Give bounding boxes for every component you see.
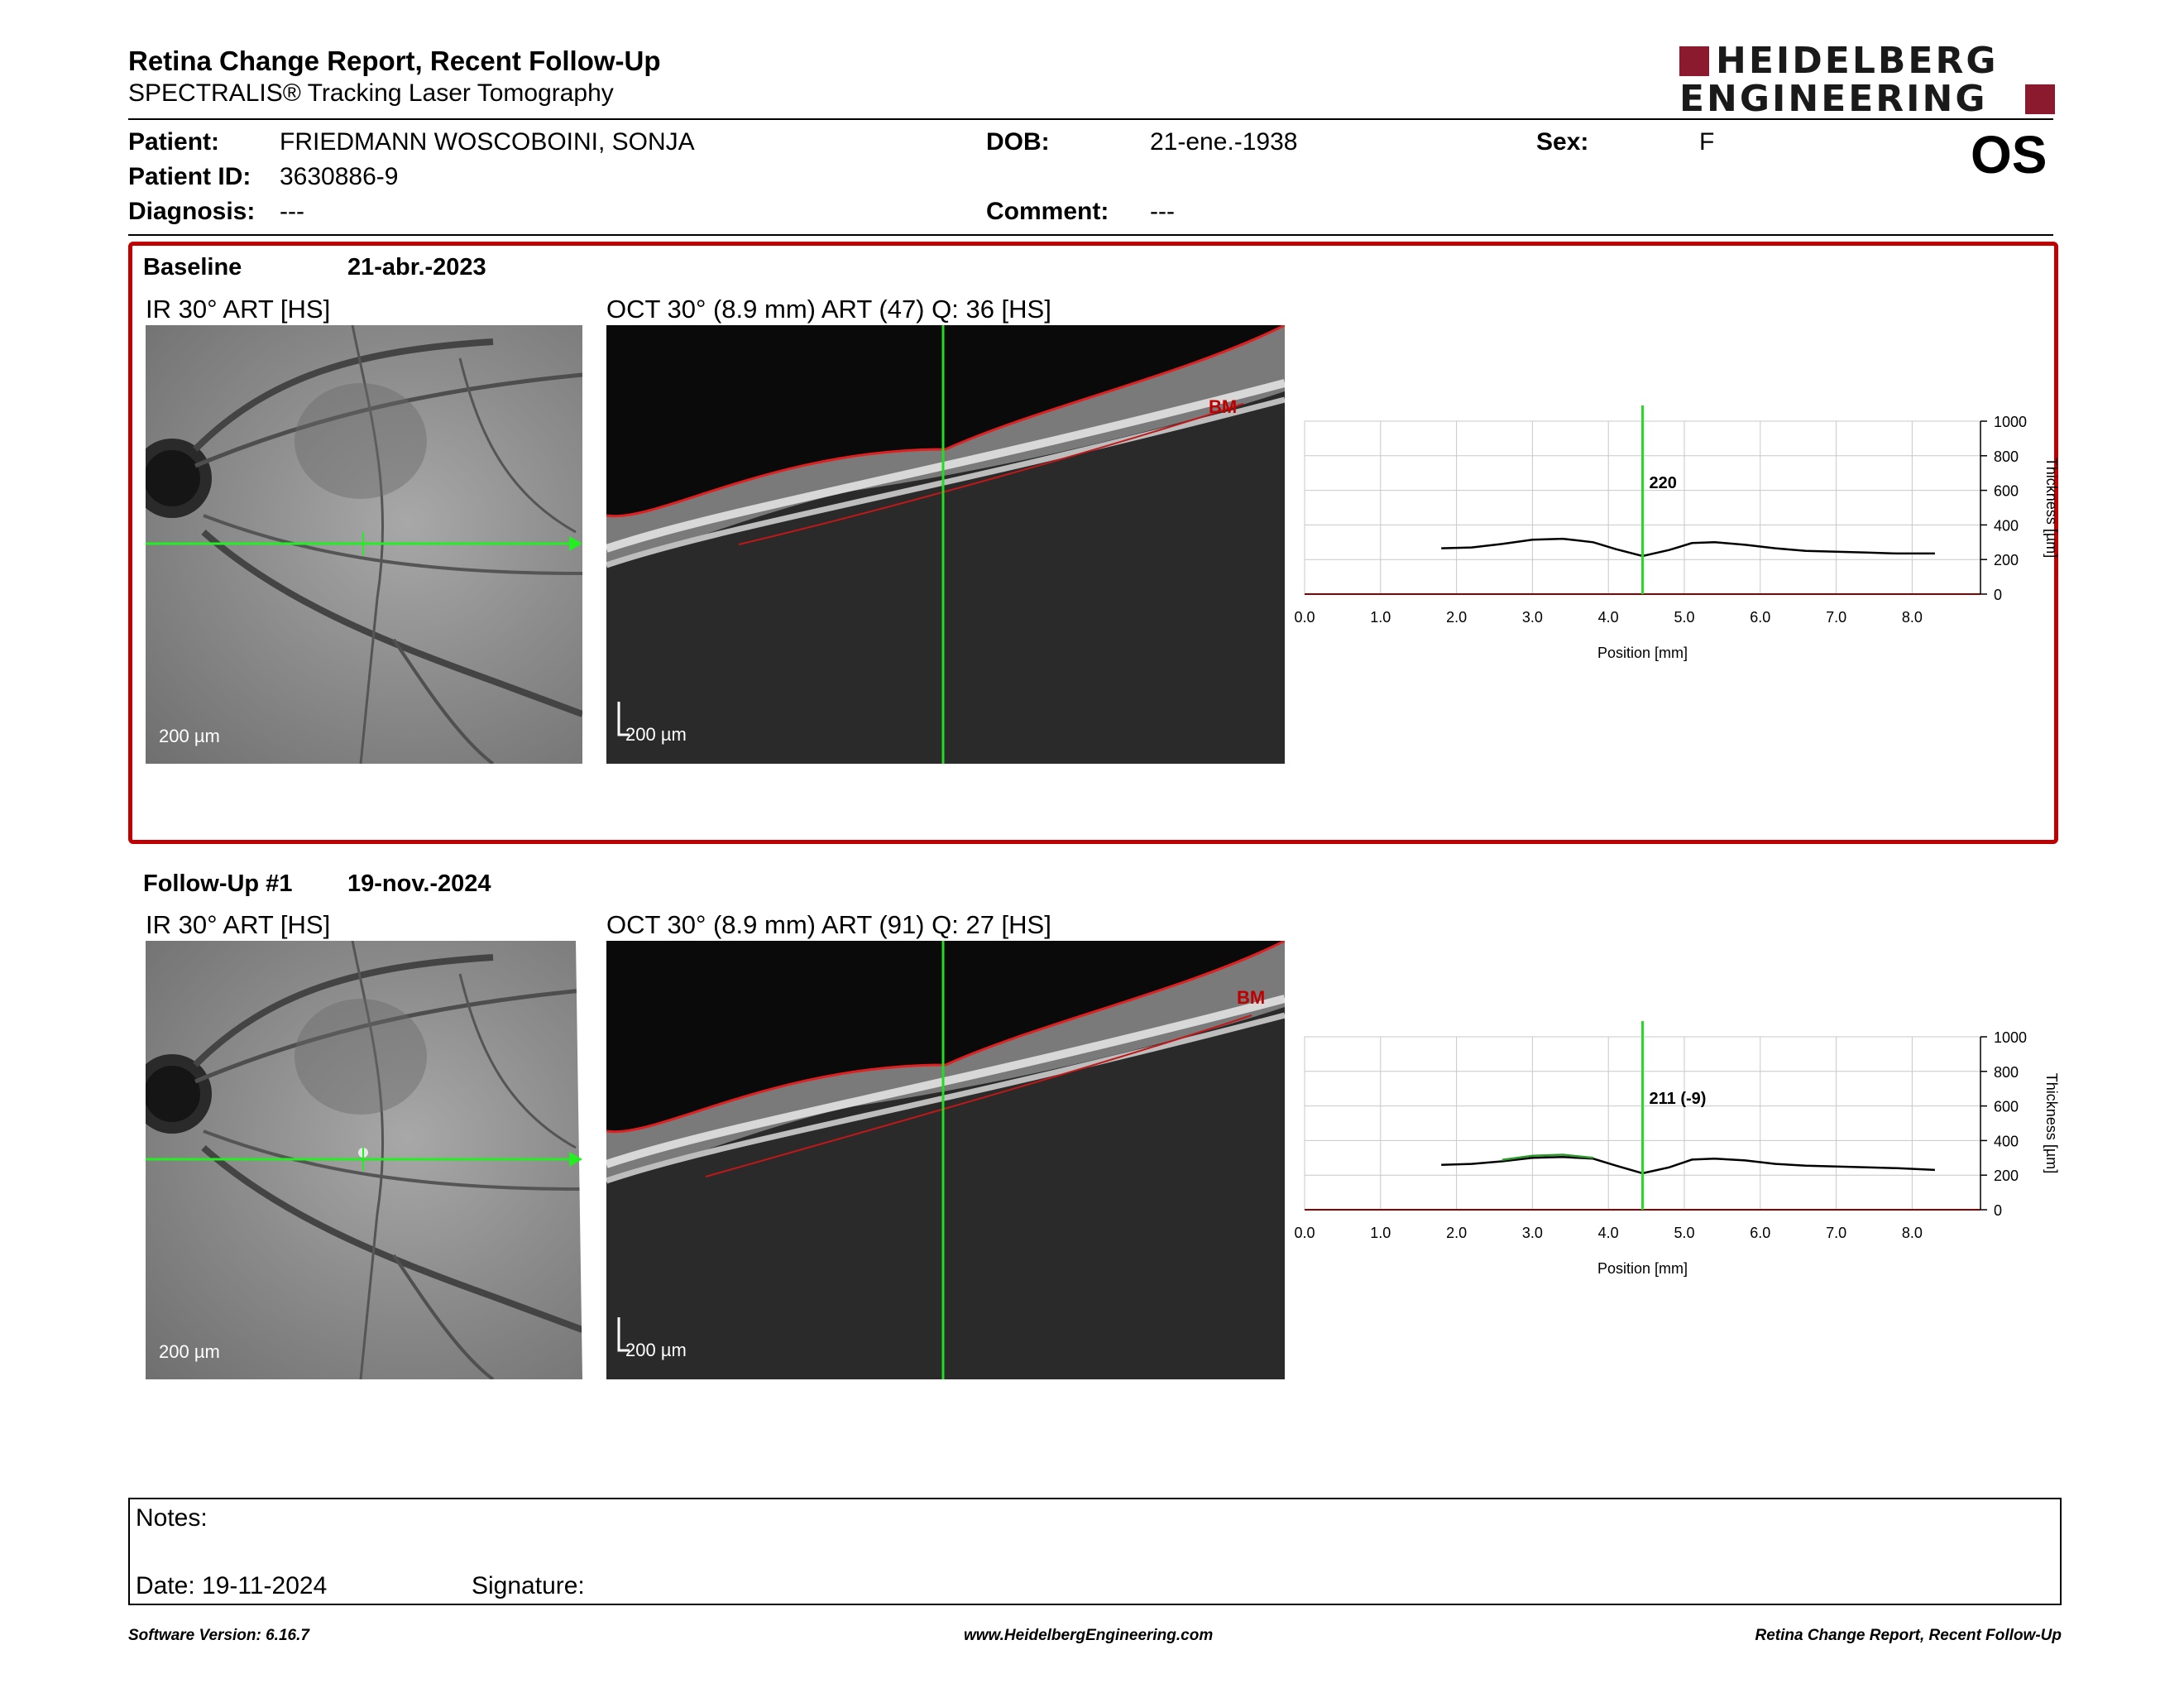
thickness-chart-svg: 0 200 400 600 800 1000 0.0 1.0 2.0 3.0 4.0 5.0 6.0 7.… xyxy=(1294,405,2060,661)
y-tick-label: 0 xyxy=(1994,1202,2002,1219)
thickness-series-line xyxy=(1441,1156,1935,1175)
x-tick-label: 6.0 xyxy=(1750,609,1770,626)
comment-label: Comment: xyxy=(986,198,1109,225)
notes-box: Notes: Date: 19-11-2024 Signature: xyxy=(128,1498,2062,1605)
followup-oct-bscan-image: BM 200 µm xyxy=(606,941,1285,1379)
x-tick-label: 7.0 xyxy=(1826,609,1846,626)
patient-id: 3630886-9 xyxy=(280,163,399,190)
comment-value: --- xyxy=(1150,198,1175,225)
y-tick-label: 1000 xyxy=(1994,414,2027,430)
x-tick-label: 0.0 xyxy=(1294,1225,1315,1241)
y-axis-label: Thickness [µm] xyxy=(2043,1073,2060,1173)
baseline-ir-fundus-image: 200 µm xyxy=(146,325,582,764)
notes-label: Notes: xyxy=(136,1504,208,1532)
followup-bm-label: BM xyxy=(1237,987,1266,1008)
followup-name: Follow-Up #1 xyxy=(143,870,293,897)
logo-square-bottom xyxy=(2025,84,2055,114)
dob-value: 21-ene.-1938 xyxy=(1150,128,1298,156)
followup-ir-title: IR 30° ART [HS] xyxy=(146,910,331,939)
x-tick-label: 4.0 xyxy=(1598,1225,1619,1241)
sex-value: F xyxy=(1699,128,1715,156)
dob-label: DOB: xyxy=(986,128,1050,156)
y-tick-label: 400 xyxy=(1994,517,2019,534)
x-tick-label: 2.0 xyxy=(1446,1225,1467,1241)
x-tick-label: 7.0 xyxy=(1826,1225,1846,1241)
heidelberg-logo: HEIDELBERG ENGINEERING xyxy=(1679,43,2056,119)
report-title: Retina Change Report, Recent Follow-Up xyxy=(128,46,661,76)
x-axis-label: Position [mm] xyxy=(1597,645,1688,661)
eye-indicator: OS xyxy=(1971,125,2048,185)
followup-ir-scale: 200 µm xyxy=(159,1341,220,1362)
baseline-thickness-chart: 0 200 400 600 800 1000 0.0 1.0 2.0 3.0 4.0 5.0 6.0 7.… xyxy=(1291,405,2076,661)
baseline-oct-scale: 200 µm xyxy=(625,724,687,745)
x-tick-label: 1.0 xyxy=(1370,1225,1391,1241)
patient-divider xyxy=(128,234,2053,236)
cursor-value-label: 211 (-9) xyxy=(1650,1090,1707,1108)
y-tick-label: 400 xyxy=(1994,1133,2019,1149)
y-tick-label: 200 xyxy=(1994,552,2019,568)
y-tick-label: 1000 xyxy=(1994,1029,2027,1046)
logo-line-2: ENGINEERING xyxy=(1679,78,1988,120)
patient-id-label: Patient ID: xyxy=(128,163,251,190)
y-tick-label: 600 xyxy=(1994,1099,2019,1115)
y-tick-label: 800 xyxy=(1994,1064,2019,1081)
baseline-ir-scale: 200 µm xyxy=(159,726,220,746)
baseline-bm-label: BM xyxy=(1209,396,1238,417)
x-tick-label: 3.0 xyxy=(1522,609,1543,626)
x-tick-label: 0.0 xyxy=(1294,609,1315,626)
sex-label: Sex: xyxy=(1536,128,1589,156)
followup-ir-fundus-image: 200 µm xyxy=(146,941,582,1379)
x-tick-label: 6.0 xyxy=(1750,1225,1770,1241)
software-version: Software Version: 6.16.7 xyxy=(128,1627,309,1644)
y-axis-label: Thickness [µm] xyxy=(2043,458,2060,558)
thickness-chart-svg: 0 200 400 600 800 1000 0.0 1.0 2.0 3.0 4.0 5.0 6.0 7.… xyxy=(1294,1021,2060,1277)
logo-line-1: HEIDELBERG xyxy=(1716,40,1999,82)
y-tick-label: 800 xyxy=(1994,448,2019,465)
patient-name: FRIEDMANN WOSCOBOINI, SONJA xyxy=(280,128,695,156)
patient-label: Patient: xyxy=(128,128,220,156)
signature-label: Signature: xyxy=(472,1572,585,1599)
diagnosis-label: Diagnosis: xyxy=(128,198,256,225)
report-subtitle: SPECTRALIS® Tracking Laser Tomography xyxy=(128,79,614,107)
x-tick-label: 8.0 xyxy=(1902,609,1923,626)
x-axis-label: Position [mm] xyxy=(1597,1260,1688,1277)
x-tick-label: 5.0 xyxy=(1674,609,1694,626)
y-tick-label: 0 xyxy=(1994,587,2002,603)
followup-thickness-chart: 0 200 400 600 800 1000 0.0 1.0 2.0 3.0 4.0 5.0 6.0 7.… xyxy=(1291,1021,2076,1277)
thickness-series-line xyxy=(1502,1153,1593,1162)
diagnosis-value: --- xyxy=(280,198,304,225)
x-tick-label: 2.0 xyxy=(1446,609,1467,626)
website-link[interactable]: www.HeidelbergEngineering.com xyxy=(964,1627,1214,1644)
x-tick-label: 4.0 xyxy=(1598,609,1619,626)
followup-oct-scale: 200 µm xyxy=(625,1340,687,1360)
x-tick-label: 5.0 xyxy=(1674,1225,1694,1241)
followup-date: 19-nov.-2024 xyxy=(347,870,491,897)
baseline-oct-bscan-image: BM 200 µm xyxy=(606,325,1285,764)
thickness-series-line xyxy=(1441,537,1935,558)
cursor-value-label: 220 xyxy=(1650,474,1677,492)
y-tick-label: 600 xyxy=(1994,483,2019,500)
x-tick-label: 3.0 xyxy=(1522,1225,1543,1241)
baseline-name: Baseline xyxy=(143,254,242,281)
notes-date: Date: 19-11-2024 xyxy=(136,1572,328,1599)
header-divider xyxy=(128,118,2053,120)
baseline-highlight-frame xyxy=(128,242,2058,844)
y-tick-label: 200 xyxy=(1994,1168,2019,1184)
footer-report-name: Retina Change Report, Recent Follow-Up xyxy=(1755,1627,2062,1644)
baseline-date: 21-abr.-2023 xyxy=(347,254,486,281)
followup-oct-title: OCT 30° (8.9 mm) ART (91) Q: 27 [HS] xyxy=(606,910,1051,939)
baseline-ir-title: IR 30° ART [HS] xyxy=(146,295,331,324)
baseline-oct-title: OCT 30° (8.9 mm) ART (47) Q: 36 [HS] xyxy=(606,295,1051,324)
x-tick-label: 8.0 xyxy=(1902,1225,1923,1241)
x-tick-label: 1.0 xyxy=(1370,609,1391,626)
logo-square-top xyxy=(1679,46,1709,76)
